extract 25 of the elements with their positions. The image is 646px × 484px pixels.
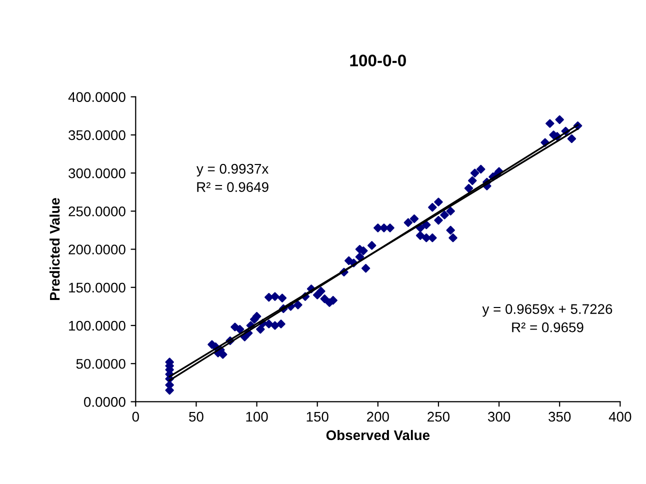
y-tick-label: 50.0000 bbox=[76, 358, 126, 369]
y-tick-label: 100.0000 bbox=[69, 320, 126, 331]
chart-title: 100-0-0 bbox=[350, 54, 406, 66]
y-tick-label: 350.0000 bbox=[68, 130, 126, 140]
x-tick-label: 50 bbox=[189, 412, 204, 422]
y-axis-title: Predicted Value bbox=[50, 198, 60, 300]
x-tick-label: 150 bbox=[306, 412, 328, 422]
x-tick-label: 400 bbox=[608, 412, 632, 422]
annotation: y = 0.9937x bbox=[196, 164, 269, 176]
x-tick-label: 350 bbox=[548, 412, 571, 422]
annotation: R² = 0.9649 bbox=[197, 182, 268, 192]
x-axis-title: Observed Value bbox=[326, 430, 430, 440]
x-tick-label: 100 bbox=[246, 412, 268, 422]
annotation: y = 0.9659x + 5.7226 bbox=[482, 304, 612, 317]
x-tick-label: 0 bbox=[132, 412, 139, 422]
x-tick-label: 250 bbox=[428, 412, 450, 422]
x-tick-label: 200 bbox=[367, 412, 389, 422]
x-tick-label: 300 bbox=[488, 412, 510, 422]
y-tick-label: 400.0000 bbox=[68, 92, 126, 102]
y-tick-label: 150.0000 bbox=[69, 282, 126, 293]
y-tick-label: 250.0000 bbox=[68, 206, 126, 216]
annotation: R² = 0.9659 bbox=[512, 322, 584, 332]
y-tick-label: 300.0000 bbox=[68, 168, 126, 178]
y-tick-label: 0.0000 bbox=[84, 397, 126, 407]
y-tick-label: 200.0000 bbox=[68, 244, 126, 254]
